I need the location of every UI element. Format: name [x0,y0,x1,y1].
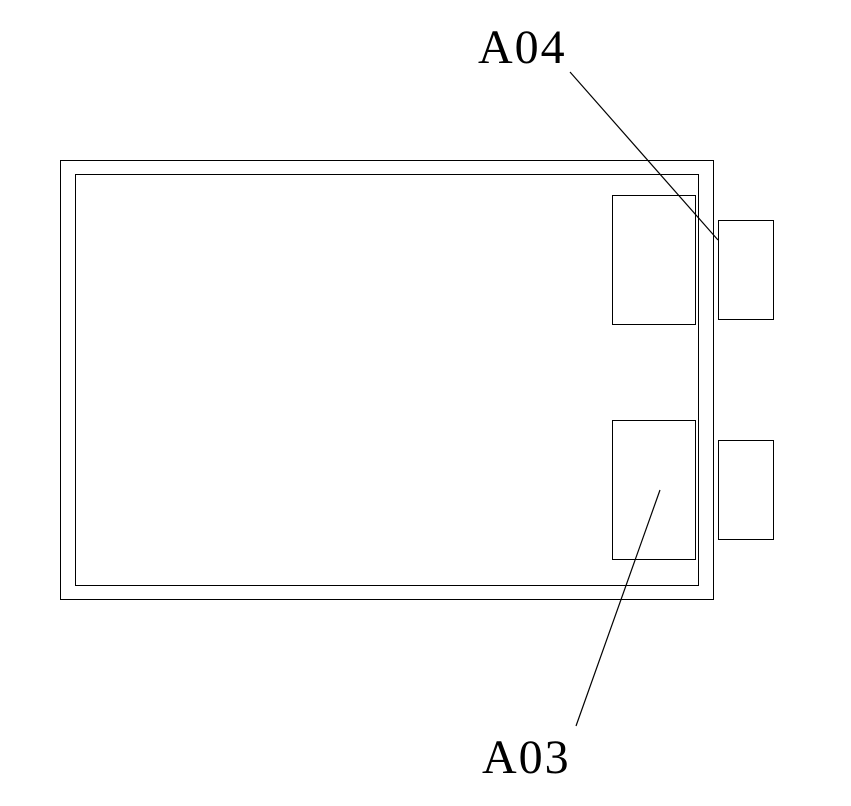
label-a03: A03 [482,730,571,785]
inner-frame [75,174,699,586]
box-a03-inner [612,420,696,560]
label-a04: A04 [478,20,567,75]
tab-top [718,220,774,320]
tab-bottom [718,440,774,540]
box-a04-inner [612,195,696,325]
